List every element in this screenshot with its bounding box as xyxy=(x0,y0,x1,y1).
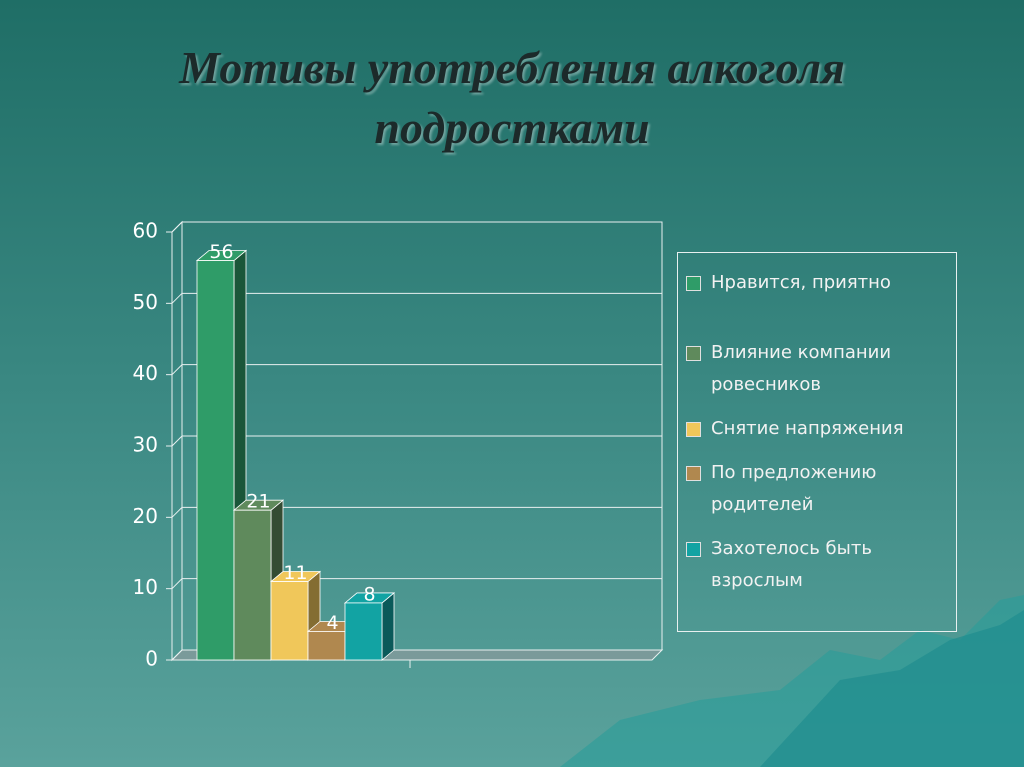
y-tick-label: 10 xyxy=(133,575,158,599)
bar xyxy=(196,260,235,661)
legend-swatch xyxy=(686,422,701,437)
grid-line xyxy=(171,578,662,590)
legend-label: По предложению родителей xyxy=(711,462,877,515)
y-tick-label: 30 xyxy=(133,433,158,457)
data-label: 8 xyxy=(363,583,375,605)
grid-line xyxy=(171,506,662,518)
legend-label: Захотелось быть взрослым xyxy=(711,538,872,591)
legend-swatch xyxy=(686,276,701,291)
legend-label: Влияние компании ровесников xyxy=(711,342,892,395)
legend-entry: Снятие напряжения xyxy=(686,413,950,445)
bar xyxy=(344,602,383,661)
bar-side xyxy=(381,592,395,661)
legend-swatch xyxy=(686,542,701,557)
legend-entry: Захотелось быть взрослым xyxy=(686,533,950,597)
y-tick-label: 60 xyxy=(133,219,158,243)
legend-label: Нравится, приятно xyxy=(711,272,891,293)
grid-line xyxy=(171,649,662,661)
y-tick-label: 20 xyxy=(133,504,158,528)
grid-line xyxy=(171,221,662,233)
bar xyxy=(270,581,309,661)
mountains-back xyxy=(760,610,1024,767)
data-label: 21 xyxy=(246,491,270,513)
legend-entry: Нравится, приятно xyxy=(686,267,950,299)
legend-entry: Влияние компании ровесников xyxy=(686,337,950,401)
grid-line xyxy=(171,292,662,304)
legend-entry: По предложению родителей xyxy=(686,457,950,521)
y-tick-label: 40 xyxy=(133,361,158,385)
legend-swatch xyxy=(686,466,701,481)
y-tick-label: 50 xyxy=(133,290,158,314)
data-label: 11 xyxy=(283,562,307,584)
legend: Нравится, приятно Влияние компании ровесн… xyxy=(677,252,957,632)
grid-line xyxy=(171,364,662,376)
chart-title: Мотивы употребления алкоголя подростками xyxy=(179,42,845,153)
bar xyxy=(307,631,346,661)
grid-line xyxy=(171,435,662,447)
legend-swatch xyxy=(686,346,701,361)
y-tick-label: 0 xyxy=(145,647,158,671)
data-label: 56 xyxy=(209,241,233,263)
legend-label: Снятие напряжения xyxy=(711,418,904,439)
data-label: 4 xyxy=(326,612,338,634)
bar xyxy=(233,509,272,661)
